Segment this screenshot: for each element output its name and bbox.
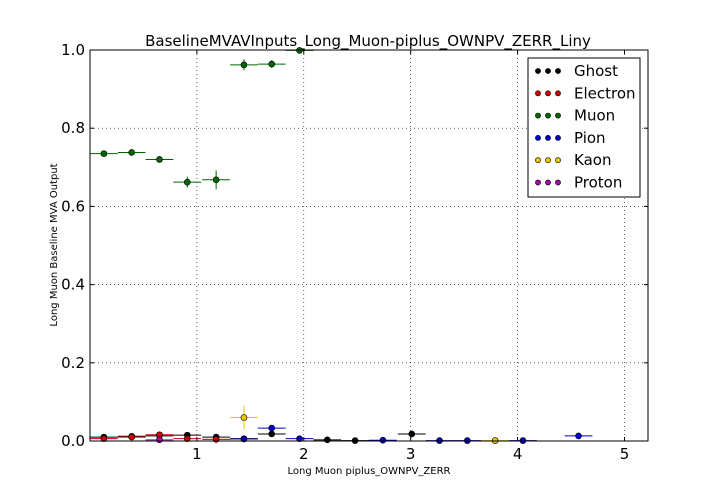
- y-tick-label: 1.0: [61, 41, 85, 59]
- electron-data-point: [100, 435, 108, 442]
- chart-title: BaselineMVAVInputs_Long_Muon-piplus_OWNP…: [145, 32, 591, 51]
- proton-data-point: [156, 436, 163, 444]
- legend: Ghost Electron Muon Pion Kaon Proton: [527, 57, 641, 198]
- legend-marker-muon: [545, 112, 551, 119]
- x-tick-label: 3: [406, 445, 416, 463]
- pion-data-point: [379, 436, 387, 444]
- legend-label-muon: Muon: [574, 107, 615, 125]
- pion-data-point: [296, 435, 303, 442]
- ghost-data-point: [408, 430, 416, 438]
- plot-frame: [89, 49, 649, 442]
- legend-marker-ghost: [535, 68, 541, 74]
- data-marks: [90, 47, 593, 444]
- legend-marker-pion: [555, 134, 561, 141]
- series-muon: [90, 47, 314, 190]
- ghost-data-point: [268, 430, 276, 438]
- legend-label-electron: Electron: [574, 84, 636, 102]
- legend-marker-ghost: [545, 68, 551, 74]
- legend-label-pion: Pion: [574, 129, 606, 147]
- electron-data-point: [212, 436, 220, 443]
- y-tick-label: 0.6: [61, 197, 85, 215]
- legend-marker-pion: [545, 134, 551, 141]
- legend-marker-proton: [535, 179, 541, 186]
- legend-marker-muon: [555, 112, 561, 119]
- series-electron: [90, 431, 231, 443]
- series-proton: [145, 436, 174, 444]
- legend-marker-electron: [535, 90, 541, 97]
- x-axis-label: Long Muon piplus_OWNPV_ZERR: [288, 466, 451, 477]
- legend-marker-ghost: [555, 68, 561, 74]
- muon-data-point: [240, 61, 248, 69]
- muon-data-point: [156, 156, 163, 163]
- legend-marker-electron: [545, 90, 551, 97]
- legend-marker-proton: [555, 179, 561, 186]
- legend-box: [527, 57, 641, 198]
- x-tick-label: 1: [192, 445, 202, 463]
- x-tick-label: 5: [620, 445, 630, 463]
- legend-marker-proton: [545, 179, 551, 186]
- y-tick-label: 0.2: [61, 354, 85, 372]
- legend-marker-kaon: [545, 157, 551, 164]
- electron-data-point: [128, 433, 135, 441]
- electron-data-point: [183, 435, 191, 442]
- x-tick-label: 2: [299, 445, 309, 463]
- y-axis-label: Long Muon Baseline MVA Output: [49, 163, 60, 326]
- axis-ticks: 1 2 3 4 5 0.0 0.2 0.4 0.6 0.8 1.0: [61, 41, 648, 463]
- muon-data-point: [100, 150, 108, 157]
- legend-marker-pion: [535, 134, 541, 141]
- muon-data-point: [268, 60, 276, 68]
- y-tick-label: 0.8: [61, 119, 85, 137]
- ghost-data-point: [324, 436, 331, 444]
- x-tick-label: 4: [513, 445, 523, 463]
- legend-marker-muon: [535, 112, 541, 119]
- legend-marker-kaon: [555, 157, 561, 164]
- pion-data-point: [268, 424, 276, 432]
- legend-label-kaon: Kaon: [574, 151, 611, 169]
- legend-label-proton: Proton: [574, 174, 622, 192]
- y-tick-label: 0.4: [61, 276, 85, 294]
- muon-data-point: [212, 176, 220, 184]
- legend-label-ghost: Ghost: [574, 62, 618, 80]
- legend-marker-kaon: [535, 157, 541, 164]
- muon-data-point: [183, 178, 191, 186]
- pion-data-point: [575, 432, 582, 440]
- legend-marker-electron: [555, 90, 561, 97]
- muon-data-point: [128, 149, 135, 156]
- y-tick-label: 0.0: [61, 432, 85, 450]
- kaon-data-point: [240, 414, 248, 421]
